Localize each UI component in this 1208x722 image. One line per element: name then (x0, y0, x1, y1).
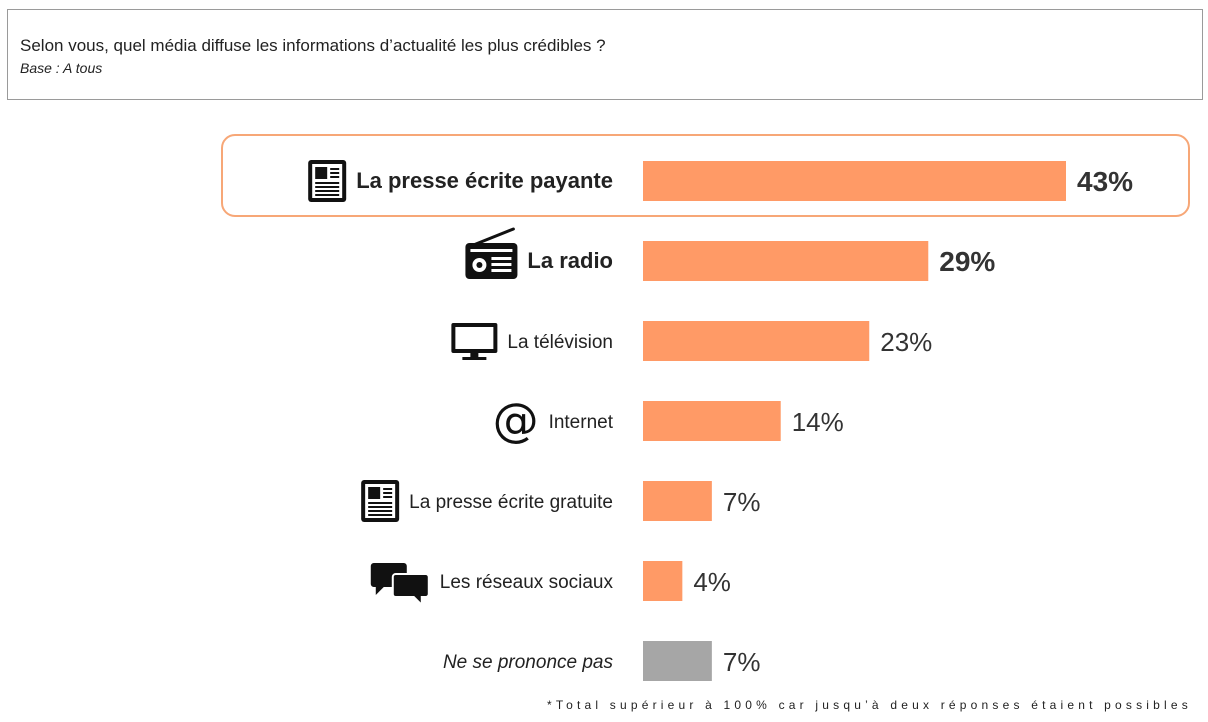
category-label: La presse écrite payante (356, 168, 613, 193)
value-label: 29% (939, 246, 995, 277)
bar-row-ne-se-prononce-pas: 7% Ne se prononce pas (443, 641, 761, 681)
question-title: Selon vous, quel média diffuse les infor… (20, 36, 606, 55)
bar-row-les-reseaux-sociaux: 4% Les réseaux sociaux (370, 561, 731, 608)
svg-text:@: @ (493, 393, 539, 447)
television-icon (451, 323, 498, 360)
bar (643, 641, 712, 681)
bar (643, 401, 781, 441)
bar (643, 561, 683, 601)
category-label: La radio (527, 248, 613, 273)
chat-bubbles-icon (370, 563, 430, 608)
value-label: 4% (693, 567, 731, 597)
bar-row-la-presse-ecrite-gratuite: 7% La presse écrite gratuite (361, 480, 760, 522)
category-label: La presse écrite gratuite (409, 492, 613, 513)
bar-row-internet: 14% Internet @ (493, 393, 844, 447)
bar (643, 321, 870, 361)
bar (643, 481, 712, 521)
base-note: Base : A tous (20, 60, 103, 76)
category-label: Internet (549, 412, 614, 433)
newspaper-icon (308, 160, 347, 202)
value-label: 43% (1077, 166, 1133, 197)
footnote: *Total supérieur à 100% car jusqu’à deux… (547, 698, 1192, 712)
highlight-frame (221, 134, 1190, 217)
question-box: Selon vous, quel média diffuse les infor… (7, 9, 1203, 100)
bar (643, 161, 1066, 201)
newspaper-icon (361, 480, 400, 522)
bar-row-la-presse-ecrite-payante: 43% La presse écrite payante (308, 160, 1133, 202)
value-label: 7% (723, 647, 761, 677)
at-sign-icon: @ (493, 393, 539, 447)
radio-icon (465, 227, 518, 279)
category-label: Ne se prononce pas (443, 652, 614, 673)
value-label: 23% (880, 327, 932, 357)
bar-row-la-television: 23% La télévision (451, 321, 932, 361)
category-label: Les réseaux sociaux (440, 572, 614, 593)
value-label: 7% (723, 487, 761, 517)
category-label: La télévision (507, 332, 613, 353)
value-label: 14% (792, 407, 844, 437)
bar (643, 241, 929, 281)
bar-row-la-radio: 29% La radio (465, 227, 995, 281)
